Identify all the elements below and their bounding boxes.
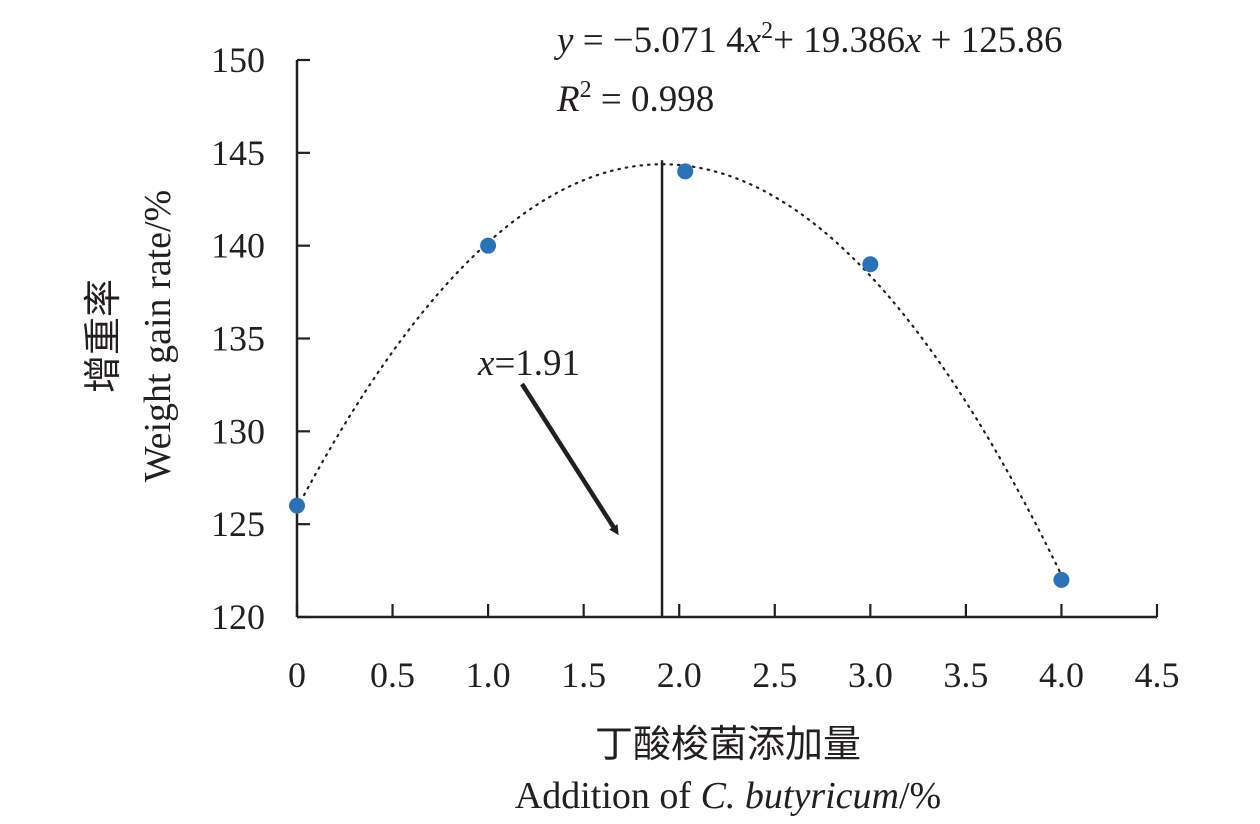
y-tick-label: 120 <box>211 597 265 637</box>
x-axis-ticks: 0 0.5 1.0 1.5 2.0 2.5 3.0 3.5 4.0 4.5 <box>288 604 1180 695</box>
x-tick-label: 4.5 <box>1135 655 1180 695</box>
y-tick-label: 150 <box>211 40 265 80</box>
y-tick-label: 125 <box>211 504 265 544</box>
y-axis-title-cn: 增重率 <box>83 279 125 393</box>
x-axis-title-cn: 丁酸梭菌添加量 <box>595 724 861 766</box>
x-tick-label: 3.5 <box>943 655 988 695</box>
y-tick-label: 130 <box>211 411 265 451</box>
x-tick-label: 3.0 <box>848 655 893 695</box>
data-point <box>289 497 305 514</box>
x-tick-label: 2.5 <box>752 655 797 695</box>
y-axis-ticks: 120 125 130 135 140 145 150 <box>211 40 310 637</box>
data-point <box>677 163 694 180</box>
x-tick-label: 1.5 <box>561 655 606 695</box>
y-tick-label: 145 <box>211 133 265 173</box>
data-points <box>289 163 1070 588</box>
vertex-annotation: x=1.91 <box>477 343 580 384</box>
x-tick-label: 2.0 <box>657 655 702 695</box>
x-tick-label: 4.0 <box>1039 655 1084 695</box>
data-point <box>480 237 497 254</box>
x-axis-title-en: Addition of C. butyricum/% <box>515 775 941 817</box>
polynomial-trendline <box>295 163 1063 577</box>
trendline-equation: y = −5.071 4x2+ 19.386x + 125.86 <box>553 18 1063 61</box>
data-point <box>862 256 879 273</box>
x-tick-label: 1.0 <box>466 655 511 695</box>
axes <box>295 60 1157 619</box>
y-tick-label: 135 <box>211 319 265 359</box>
r-squared-label: R2 = 0.998 <box>556 77 714 120</box>
x-tick-label: 0.5 <box>370 655 415 695</box>
data-point <box>1053 571 1070 588</box>
x-tick-label: 0 <box>288 655 306 695</box>
annotation-arrow <box>520 382 619 536</box>
y-tick-label: 140 <box>211 226 265 266</box>
y-axis-title-en: Weight gain rate/% <box>137 190 179 482</box>
